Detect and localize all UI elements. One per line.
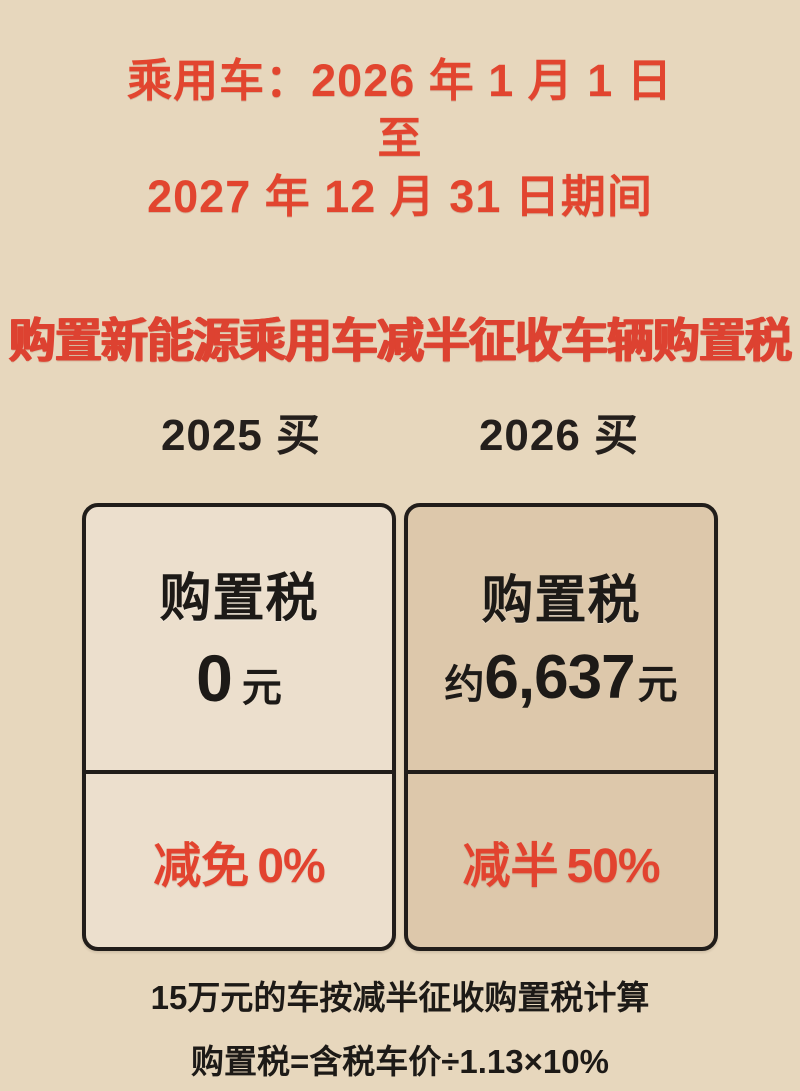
card-2025-tax-label: 购置税 bbox=[159, 569, 319, 628]
card-2026-discount-label: 减半 bbox=[462, 839, 559, 893]
column-header-2025: 2025 买 bbox=[160, 411, 322, 460]
card-2026-tax-label: 购置税 bbox=[481, 571, 641, 630]
card-2026-discount-value: 50% bbox=[566, 839, 660, 893]
card-2025-discount-section: 减免 0% bbox=[86, 774, 392, 947]
footnote-formula: 购置税=含税车价÷1.13×10% bbox=[191, 1043, 609, 1080]
column-header-2026: 2026 买 bbox=[478, 411, 640, 460]
card-2026-tax-section: 购置税 约 6,637 元 bbox=[408, 507, 714, 774]
headline-line-3: 2027 年 12 月 31 日期间 bbox=[147, 171, 653, 222]
card-2025-discount: 减免 0% bbox=[153, 826, 325, 896]
card-2026-discount: 减半 50% bbox=[462, 826, 660, 896]
card-2025-discount-label: 减免 bbox=[153, 839, 250, 893]
policy-banner: 购置新能源乘用车减半征收车辆购置税 bbox=[9, 314, 792, 367]
headline-block: 乘用车：2026 年 1 月 1 日 至 2027 年 12 月 31 日期间 bbox=[0, 52, 800, 226]
comparison-cards: 购置税 0 元 减免 0% 购置税 约 6,637 元 bbox=[82, 503, 718, 951]
footnotes-block: 15万元的车按减半征收购置税计算 购置税=含税车价÷1.13×10% bbox=[0, 975, 800, 1085]
card-2026: 购置税 约 6,637 元 减半 50% bbox=[404, 503, 718, 951]
card-2025-discount-value: 0% bbox=[257, 839, 325, 893]
card-2025-tax-amount: 0 元 bbox=[196, 645, 282, 711]
card-2025-tax-section: 购置税 0 元 bbox=[86, 507, 392, 774]
headline-line-1: 乘用车：2026 年 1 月 1 日 bbox=[127, 55, 673, 106]
card-2025: 购置税 0 元 减免 0% bbox=[82, 503, 396, 951]
card-2026-discount-section: 减半 50% bbox=[408, 774, 714, 947]
card-2026-amount-number: 6,637 bbox=[484, 642, 635, 712]
card-2025-amount-number: 0 bbox=[196, 640, 233, 715]
column-headers: 2025 买 2026 买 bbox=[82, 406, 718, 466]
card-2026-tax-amount: 约 6,637 元 bbox=[444, 642, 678, 712]
footnote-calculation-basis: 15万元的车按减半征收购置税计算 bbox=[150, 979, 650, 1016]
card-2025-amount-unit: 元 bbox=[241, 665, 282, 710]
card-2026-amount-prefix: 约 bbox=[444, 662, 485, 707]
card-2026-amount-unit: 元 bbox=[637, 662, 678, 707]
headline-line-2: 至 bbox=[377, 114, 423, 163]
